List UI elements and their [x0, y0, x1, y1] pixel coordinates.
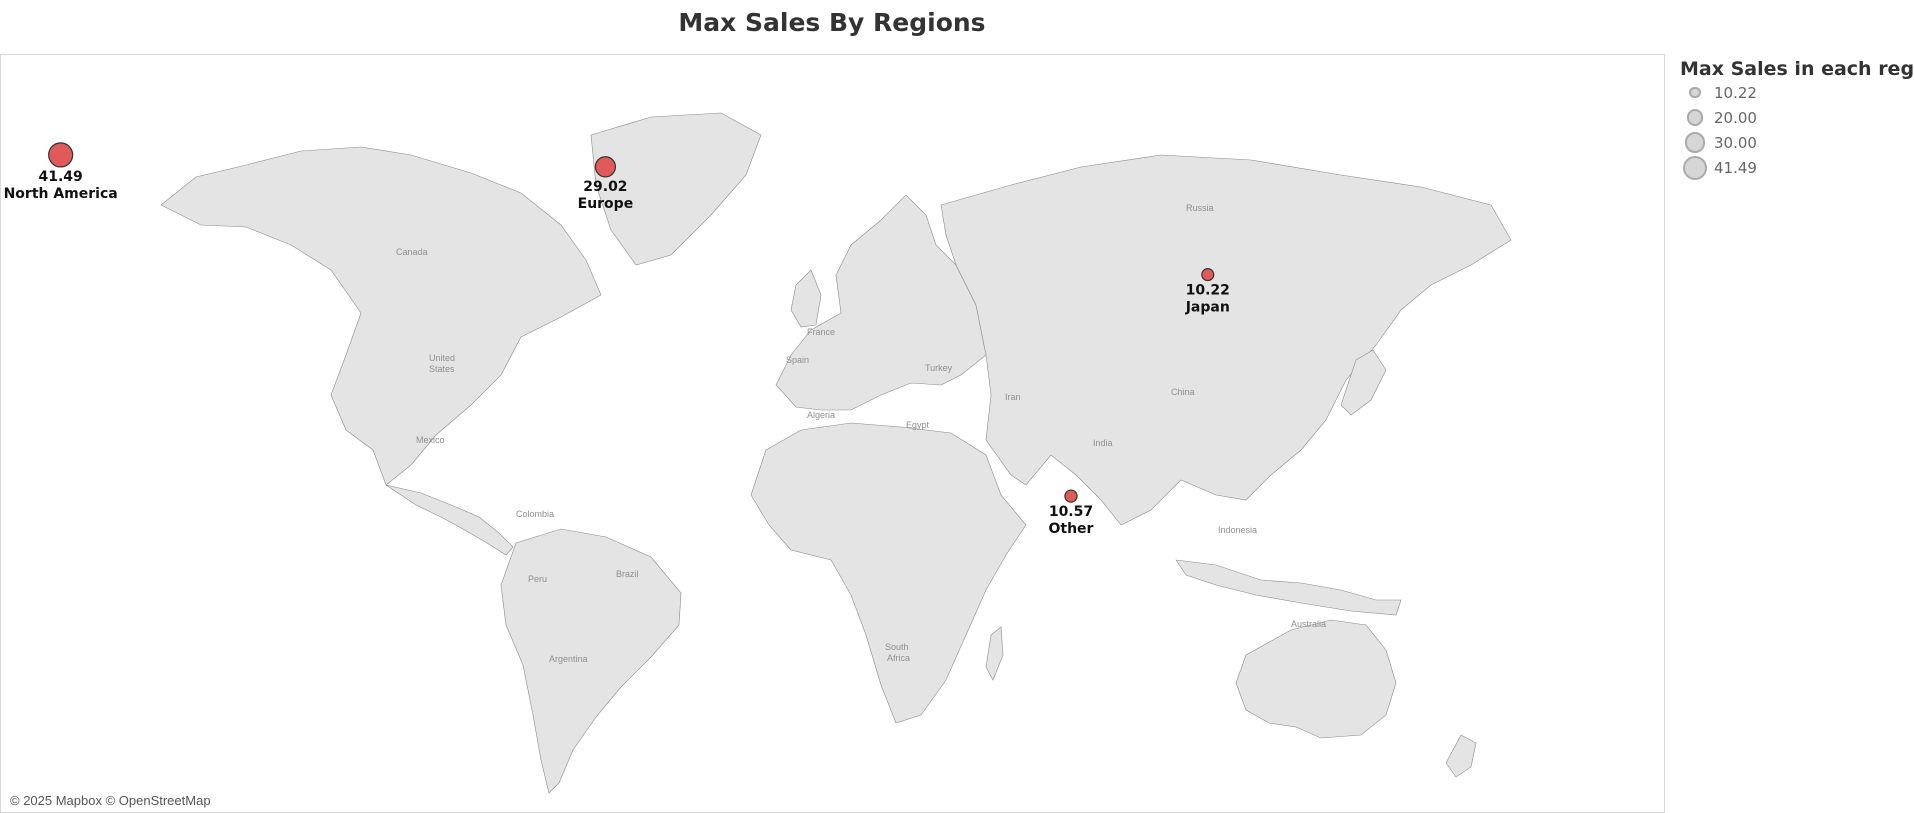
region-name-label-japan: Japan — [1185, 300, 1230, 316]
legend-swatch — [1680, 109, 1710, 126]
north-america-landmass — [160, 146, 602, 486]
greenland-landmass — [590, 112, 762, 266]
legend-swatch — [1680, 86, 1710, 99]
label-australia: Australia — [1291, 619, 1326, 629]
uk-landmass — [790, 269, 822, 328]
country-labels: Canada United States Mexico Colombia Per… — [396, 203, 1326, 664]
africa-landmass — [750, 422, 1027, 724]
australia-landmass — [1235, 619, 1397, 739]
indonesia-landmass — [1175, 559, 1402, 616]
region-value-label-other: 10.57 — [1049, 504, 1093, 520]
label-france: France — [807, 327, 835, 337]
label-turkey: Turkey — [925, 363, 953, 373]
region-bubble-other[interactable] — [1064, 489, 1078, 503]
legend-title: Max Sales in each region — [1680, 58, 1914, 80]
legend-size-circle — [1684, 132, 1706, 153]
label-spain: Spain — [786, 355, 809, 365]
label-china: China — [1171, 387, 1195, 397]
label-egypt: Egypt — [906, 420, 930, 430]
region-name-label-north-america: North America — [4, 186, 118, 202]
asia-landmass — [940, 154, 1512, 526]
legend-size-circle — [1686, 109, 1704, 126]
legend-items: 10.22 20.00 30.00 41.49 — [1680, 80, 1914, 180]
legend-item: 20.00 — [1680, 105, 1914, 130]
region-bubble-japan[interactable] — [1201, 268, 1215, 282]
label-brazil: Brazil — [616, 569, 639, 579]
label-colombia: Colombia — [516, 509, 554, 519]
size-legend: Max Sales in each region 10.22 20.00 30.00… — [1680, 58, 1914, 180]
legend-item-label: 10.22 — [1714, 83, 1757, 102]
region-name-label-other: Other — [1048, 521, 1093, 537]
region-bubble-europe[interactable] — [594, 156, 617, 178]
legend-size-circle — [1689, 86, 1701, 99]
legend-item: 41.49 — [1680, 155, 1914, 180]
legend-swatch — [1680, 155, 1710, 180]
region-value-label-europe: 29.02 — [583, 179, 627, 195]
region-name-label-europe: Europe — [578, 196, 634, 212]
map-attribution[interactable]: © 2025 Mapbox © OpenStreetMap — [10, 793, 211, 808]
label-south-africa-1: South — [885, 642, 909, 652]
region-value-label-north-america: 41.49 — [39, 169, 83, 185]
label-canada: Canada — [396, 247, 428, 257]
south-america-landmass — [500, 528, 682, 794]
legend-item-label: 20.00 — [1714, 108, 1757, 127]
label-south-africa-2: Africa — [887, 653, 910, 663]
madagascar-landmass — [985, 626, 1004, 681]
legend-size-circle — [1683, 155, 1707, 180]
japan-landmass — [1340, 349, 1387, 416]
region-value-label-japan: 10.22 — [1186, 283, 1230, 299]
label-mexico: Mexico — [416, 435, 445, 445]
label-argentina: Argentina — [549, 654, 588, 664]
label-iran: Iran — [1005, 392, 1021, 402]
label-united-states-1: United — [429, 353, 455, 363]
new-zealand-landmass — [1445, 734, 1477, 778]
legend-item-label: 41.49 — [1714, 158, 1757, 177]
land-layer — [160, 112, 1512, 794]
label-russia: Russia — [1186, 203, 1214, 213]
chart-title: Max Sales By Regions — [678, 8, 986, 37]
legend-item: 10.22 — [1680, 80, 1914, 105]
label-algeria: Algeria — [807, 410, 835, 420]
world-map[interactable]: Canada United States Mexico Colombia Per… — [1, 55, 1664, 812]
label-peru: Peru — [528, 574, 547, 584]
legend-item-label: 30.00 — [1714, 133, 1757, 152]
central-america-landmass — [385, 484, 514, 556]
label-india: India — [1093, 438, 1113, 448]
label-united-states-2: States — [429, 364, 455, 374]
label-indonesia: Indonesia — [1218, 525, 1257, 535]
legend-item: 30.00 — [1680, 130, 1914, 155]
region-bubble-north-america[interactable] — [48, 142, 74, 168]
map-view[interactable]: Canada United States Mexico Colombia Per… — [0, 54, 1665, 813]
legend-swatch — [1680, 132, 1710, 153]
